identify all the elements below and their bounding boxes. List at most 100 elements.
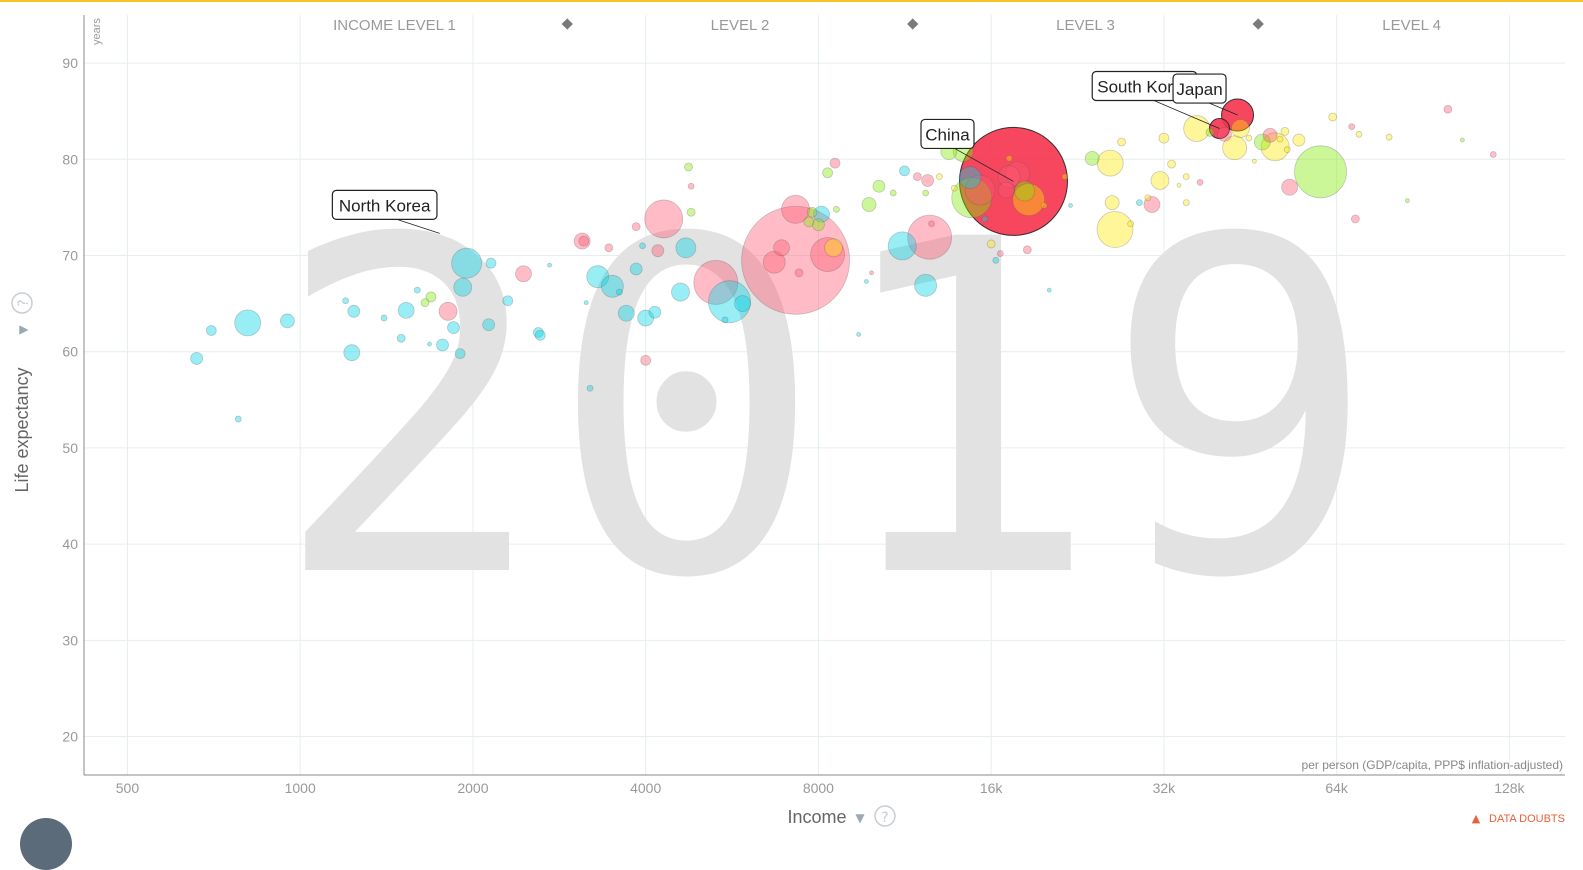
bubble	[1276, 135, 1284, 143]
country-label-box	[1172, 73, 1227, 104]
bubble	[981, 215, 989, 223]
x-tick-label: 2000	[457, 780, 488, 796]
bubble	[1196, 178, 1204, 186]
y-axis-title-group[interactable]: Life expectancy ▼ ?	[11, 292, 33, 493]
bubble	[812, 218, 825, 232]
bubble	[794, 268, 804, 278]
bubble	[547, 262, 552, 268]
x-axis-title-group[interactable]: Income ▼ ?	[787, 805, 896, 827]
bubble	[485, 257, 497, 269]
bubble	[824, 238, 843, 258]
bubble	[1262, 127, 1278, 143]
bubble	[1459, 137, 1465, 143]
bubble	[586, 384, 594, 392]
bubble	[997, 181, 1015, 199]
bubble	[1222, 135, 1248, 161]
bubble	[872, 179, 886, 193]
country-label: South Korea	[1097, 78, 1192, 97]
bubble	[1355, 130, 1363, 138]
y-tick-label: 50	[62, 440, 78, 456]
bubble	[1014, 180, 1036, 202]
income-level-label: INCOME LEVEL 1	[333, 17, 456, 34]
bubble	[822, 167, 833, 179]
income-level-label: LEVEL 4	[1382, 17, 1441, 34]
play-button[interactable]	[20, 818, 72, 870]
bubble	[1253, 133, 1271, 151]
year-watermark: 2019	[271, 144, 1379, 679]
income-level-label: LEVEL 2	[711, 17, 770, 34]
bubble	[921, 174, 935, 187]
axes-layer	[83, 15, 1565, 776]
bubble	[889, 189, 897, 197]
x-help-glyph: ?	[881, 810, 888, 826]
bubble	[427, 341, 432, 347]
bubble	[1144, 194, 1152, 202]
bubble	[1182, 199, 1190, 206]
bubble	[1117, 137, 1126, 147]
bubble	[583, 300, 589, 306]
y-axis-title[interactable]: Life expectancy	[12, 367, 32, 492]
label-leader-line	[1144, 96, 1220, 129]
bubble	[453, 277, 473, 297]
bubble	[869, 270, 874, 276]
bubble	[1022, 245, 1032, 255]
bubble	[640, 354, 652, 366]
bubble	[343, 344, 361, 362]
y-tick-label: 30	[62, 632, 78, 648]
bubble	[347, 304, 361, 318]
warning-icon: ▲	[1472, 812, 1481, 825]
bubble	[806, 206, 818, 218]
bubble	[684, 162, 693, 172]
bubble	[687, 182, 695, 190]
bubble	[833, 205, 840, 213]
bubble	[861, 197, 877, 212]
y-unit-label: years	[91, 18, 103, 45]
y-tick-label: 20	[62, 729, 78, 745]
bubble	[413, 286, 421, 294]
bubble	[1012, 183, 1046, 217]
data-doubts-link[interactable]: ▲ DATA DOUBTS	[1472, 812, 1565, 825]
bubble	[639, 242, 646, 250]
bubble	[1217, 126, 1232, 142]
bubble	[617, 304, 635, 322]
top-accent-line	[0, 0, 1583, 2]
x-tick-label: 32k	[1153, 780, 1177, 796]
data-doubts-label[interactable]: DATA DOUBTS	[1489, 813, 1565, 825]
y-axis-caret-icon[interactable]: ▼	[16, 325, 30, 335]
x-help-icon[interactable]	[874, 805, 896, 827]
tick-labels: 500 1000 2000 4000 8000 16k 32k 64k 128k 20 30 40 50…	[62, 55, 1525, 796]
label-leader-line	[947, 144, 1014, 182]
x-axis-title[interactable]: Income	[787, 807, 846, 827]
bubble	[1046, 287, 1052, 293]
bubble	[741, 205, 851, 315]
country-label-box	[331, 189, 438, 220]
x-tick-label: 128k	[1494, 780, 1525, 796]
bubble	[586, 265, 610, 289]
bubble	[708, 280, 751, 324]
bubble	[578, 235, 590, 247]
bubble	[515, 265, 532, 283]
bubble	[958, 166, 982, 189]
bubble	[1260, 132, 1290, 162]
bubble	[1005, 161, 1031, 187]
bubble	[1231, 119, 1250, 138]
bubble	[573, 232, 591, 250]
country-label: China	[925, 125, 970, 144]
bubble	[829, 157, 841, 169]
bubble	[1150, 171, 1170, 190]
bubble	[1328, 112, 1338, 122]
bubble	[1489, 151, 1497, 158]
y-help-glyph: ?	[16, 299, 32, 306]
bubble	[887, 231, 917, 261]
x-tick-label: 500	[116, 780, 140, 796]
bubble	[1443, 104, 1453, 114]
bubble	[986, 239, 996, 249]
bubble	[380, 314, 388, 322]
x-axis-caret-icon[interactable]: ▼	[855, 811, 865, 825]
bubble	[280, 313, 295, 329]
y-help-icon[interactable]	[11, 292, 33, 314]
income-level-label: LEVEL 3	[1056, 17, 1115, 34]
bubble	[637, 309, 655, 327]
bubble	[631, 222, 641, 232]
bubble	[1404, 198, 1410, 204]
